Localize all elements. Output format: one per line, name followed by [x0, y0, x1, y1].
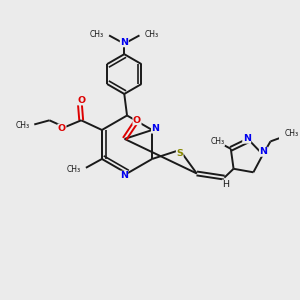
Text: CH₃: CH₃	[16, 121, 30, 130]
Text: CH₃: CH₃	[90, 29, 104, 38]
Text: CH₃: CH₃	[285, 129, 299, 138]
Text: S: S	[176, 149, 183, 158]
Text: N: N	[152, 124, 160, 133]
Text: CH₃: CH₃	[67, 165, 81, 174]
Text: N: N	[120, 171, 128, 180]
Text: CH₃: CH₃	[144, 29, 159, 38]
Text: O: O	[133, 116, 141, 125]
Text: H: H	[222, 180, 229, 189]
Text: N: N	[243, 134, 251, 143]
Text: O: O	[77, 96, 86, 105]
Text: O: O	[58, 124, 66, 133]
Text: N: N	[260, 147, 267, 156]
Text: N: N	[120, 38, 128, 47]
Text: CH₃: CH₃	[210, 137, 224, 146]
